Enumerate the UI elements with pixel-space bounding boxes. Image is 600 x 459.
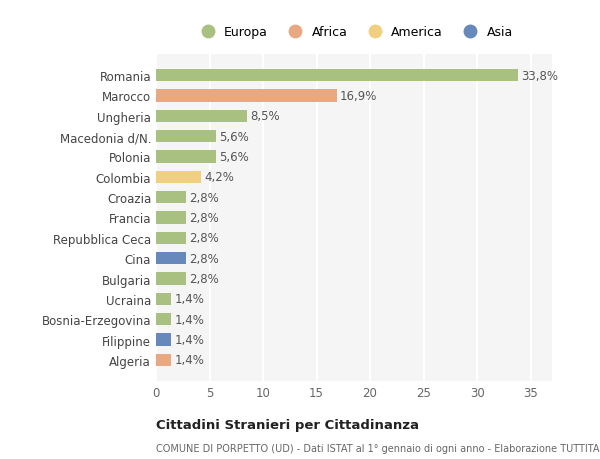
Bar [156, 70, 518, 82]
Text: 16,9%: 16,9% [340, 90, 377, 103]
Bar [156, 293, 171, 305]
Text: 5,6%: 5,6% [219, 151, 249, 164]
Text: 1,4%: 1,4% [174, 333, 204, 346]
Legend: Europa, Africa, America, Asia: Europa, Africa, America, Asia [191, 22, 517, 43]
Bar [156, 232, 186, 244]
Text: 2,8%: 2,8% [189, 232, 219, 245]
Bar [156, 171, 201, 184]
Bar [156, 334, 171, 346]
Text: 1,4%: 1,4% [174, 293, 204, 306]
Text: 2,8%: 2,8% [189, 272, 219, 285]
Bar [156, 90, 337, 102]
Text: COMUNE DI PORPETTO (UD) - Dati ISTAT al 1° gennaio di ogni anno - Elaborazione T: COMUNE DI PORPETTO (UD) - Dati ISTAT al … [156, 443, 600, 453]
Text: 5,6%: 5,6% [219, 130, 249, 143]
Text: Cittadini Stranieri per Cittadinanza: Cittadini Stranieri per Cittadinanza [156, 418, 419, 431]
Text: 2,8%: 2,8% [189, 191, 219, 204]
Bar [156, 313, 171, 325]
Text: 8,5%: 8,5% [250, 110, 280, 123]
Text: 2,8%: 2,8% [189, 212, 219, 224]
Bar [156, 111, 247, 123]
Text: 1,4%: 1,4% [174, 353, 204, 367]
Bar [156, 252, 186, 265]
Text: 2,8%: 2,8% [189, 252, 219, 265]
Text: 1,4%: 1,4% [174, 313, 204, 326]
Bar [156, 192, 186, 204]
Bar [156, 354, 171, 366]
Bar [156, 131, 216, 143]
Bar [156, 273, 186, 285]
Bar [156, 212, 186, 224]
Text: 4,2%: 4,2% [204, 171, 234, 184]
Bar [156, 151, 216, 163]
Text: 33,8%: 33,8% [521, 69, 558, 83]
